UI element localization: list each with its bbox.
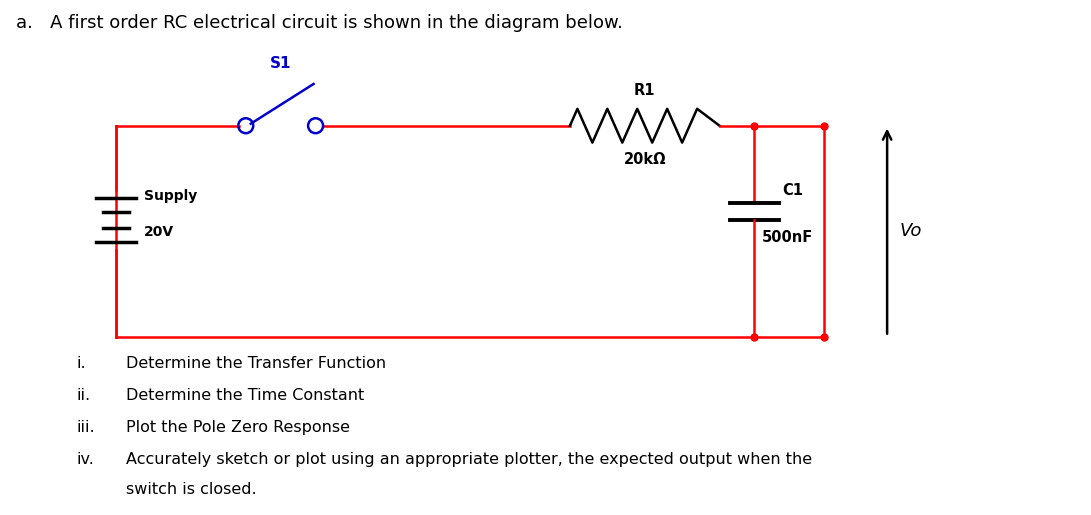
Text: S1: S1 — [269, 56, 291, 71]
Text: a.   A first order RC electrical circuit is shown in the diagram below.: a. A first order RC electrical circuit i… — [16, 14, 623, 32]
Text: R1: R1 — [634, 83, 656, 98]
Text: Supply: Supply — [144, 190, 197, 203]
Text: Determine the Time Constant: Determine the Time Constant — [127, 388, 364, 403]
Text: Plot the Pole Zero Response: Plot the Pole Zero Response — [127, 420, 350, 435]
Text: C1: C1 — [782, 183, 803, 198]
Text: Accurately sketch or plot using an appropriate plotter, the expected output when: Accurately sketch or plot using an appro… — [127, 452, 812, 467]
Text: 20V: 20V — [144, 225, 175, 239]
Text: iii.: iii. — [76, 420, 95, 435]
Text: Determine the Transfer Function: Determine the Transfer Function — [127, 356, 386, 371]
Text: iv.: iv. — [76, 452, 94, 467]
Text: Vo: Vo — [899, 222, 922, 240]
Text: 20kΩ: 20kΩ — [623, 151, 666, 166]
Text: i.: i. — [76, 356, 86, 371]
Text: switch is closed.: switch is closed. — [127, 482, 256, 497]
Text: ii.: ii. — [76, 388, 91, 403]
Text: 500nF: 500nF — [762, 230, 813, 245]
